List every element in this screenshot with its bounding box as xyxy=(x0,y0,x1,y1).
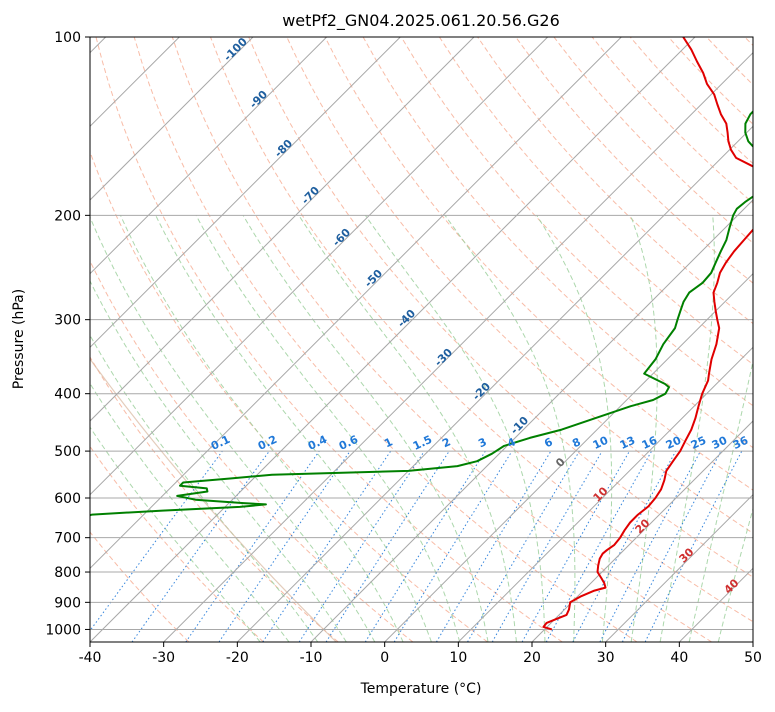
y-tick-label: 100 xyxy=(54,30,81,46)
y-tick-label: 700 xyxy=(54,531,81,547)
y-tick-label: 1000 xyxy=(45,622,81,638)
y-axis-label: Pressure (hPa) xyxy=(11,289,27,389)
x-tick-label: -30 xyxy=(152,650,175,666)
x-tick-label: 30 xyxy=(597,650,615,666)
x-tick-label: -20 xyxy=(226,650,249,666)
x-tick-label: 50 xyxy=(744,650,762,666)
x-axis-label: Temperature (°C) xyxy=(360,681,482,697)
y-tick-label: 900 xyxy=(54,595,81,611)
x-tick-label: -10 xyxy=(300,650,323,666)
x-tick-label: 10 xyxy=(449,650,467,666)
y-tick-label: 200 xyxy=(54,208,81,224)
x-tick-label: -40 xyxy=(79,650,102,666)
y-tick-label: 500 xyxy=(54,444,81,460)
x-tick-label: 0 xyxy=(380,650,389,666)
x-tick-label: 40 xyxy=(670,650,688,666)
chart-title: wetPf2_GN04.2025.061.20.56.G26 xyxy=(282,11,560,31)
y-tick-label: 300 xyxy=(54,313,81,329)
y-tick-label: 800 xyxy=(54,565,81,581)
y-tick-label: 400 xyxy=(54,387,81,403)
y-tick-label: 600 xyxy=(54,491,81,507)
x-tick-label: 20 xyxy=(523,650,541,666)
